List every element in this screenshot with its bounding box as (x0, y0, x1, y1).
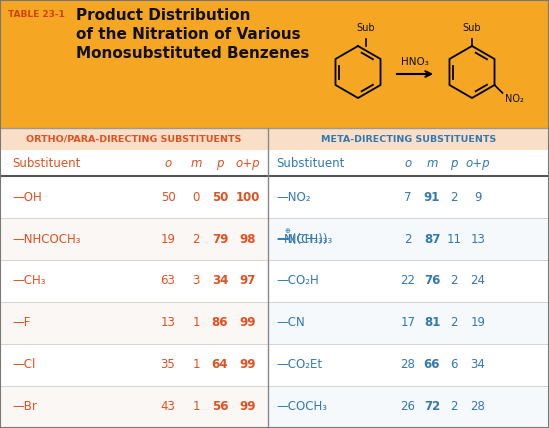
Bar (0, 128, 268, 150)
Bar (0, 176, 268, 218)
Bar (268, 176, 549, 218)
Text: —CN: —CN (276, 316, 305, 330)
Bar (0, 302, 268, 344)
Text: m: m (426, 157, 438, 169)
Bar (268, 218, 549, 260)
Text: —NHCOCH₃: —NHCOCH₃ (12, 232, 81, 246)
Text: —NO₂: —NO₂ (276, 190, 311, 203)
Text: 99: 99 (240, 316, 256, 330)
Text: 63: 63 (160, 274, 176, 288)
Text: 28: 28 (401, 359, 416, 372)
Text: —Cl: —Cl (12, 359, 35, 372)
Text: 86: 86 (212, 316, 228, 330)
Text: —OH: —OH (12, 190, 42, 203)
Text: —F: —F (12, 316, 30, 330)
Bar (268, 386, 549, 428)
Text: 11: 11 (446, 232, 462, 246)
Bar (0, 344, 268, 386)
Text: 2: 2 (450, 274, 458, 288)
Text: 35: 35 (161, 359, 175, 372)
Text: 2: 2 (450, 190, 458, 203)
Bar (0, 150, 549, 176)
Text: 34: 34 (470, 359, 485, 372)
Text: 81: 81 (424, 316, 440, 330)
Text: Substituent: Substituent (12, 157, 80, 169)
Text: 19: 19 (160, 232, 176, 246)
Text: 13: 13 (470, 232, 485, 246)
Text: 28: 28 (470, 401, 485, 413)
Bar (268, 344, 549, 386)
Text: 1: 1 (192, 401, 200, 413)
Text: 19: 19 (470, 316, 485, 330)
Text: Sub: Sub (463, 23, 481, 33)
Text: META-DIRECTING SUBSTITUENTS: META-DIRECTING SUBSTITUENTS (321, 134, 496, 143)
Bar (268, 302, 549, 344)
Text: 100: 100 (236, 190, 260, 203)
Text: 56: 56 (212, 401, 228, 413)
Text: 6: 6 (450, 359, 458, 372)
Bar (0, 0, 549, 128)
Text: 98: 98 (240, 232, 256, 246)
Text: 2: 2 (192, 232, 200, 246)
Text: 7: 7 (404, 190, 412, 203)
Bar (268, 128, 549, 150)
Text: o: o (164, 157, 172, 169)
Text: 43: 43 (160, 401, 176, 413)
Text: o+p: o+p (466, 157, 490, 169)
Text: 1: 1 (192, 316, 200, 330)
Bar (268, 260, 549, 302)
Text: 24: 24 (470, 274, 485, 288)
Text: 1: 1 (192, 359, 200, 372)
Text: —: — (276, 232, 288, 246)
Text: TABLE 23-1: TABLE 23-1 (8, 10, 65, 19)
Text: 22: 22 (401, 274, 416, 288)
Text: 3: 3 (192, 274, 200, 288)
Text: m: m (191, 157, 201, 169)
Text: —Br: —Br (12, 401, 37, 413)
Text: Substituent: Substituent (276, 157, 344, 169)
Text: N(CH₃)₃: N(CH₃)₃ (284, 232, 328, 246)
Text: p: p (216, 157, 224, 169)
Bar (0, 386, 268, 428)
Text: —CO₂H: —CO₂H (276, 274, 319, 288)
Text: 72: 72 (424, 401, 440, 413)
Bar (0, 260, 268, 302)
Text: —COCH₃: —COCH₃ (276, 401, 327, 413)
Text: o: o (405, 157, 412, 169)
Text: —N(CH₃)₃: —N(CH₃)₃ (276, 232, 332, 246)
Text: —CH₃: —CH₃ (12, 274, 46, 288)
Text: 79: 79 (212, 232, 228, 246)
Text: 50: 50 (212, 190, 228, 203)
Text: o+p: o+p (236, 157, 260, 169)
Text: 0: 0 (192, 190, 200, 203)
Text: 87: 87 (424, 232, 440, 246)
Text: 17: 17 (401, 316, 416, 330)
Text: ORTHO/PARA-DIRECTING SUBSTITUENTS: ORTHO/PARA-DIRECTING SUBSTITUENTS (26, 134, 242, 143)
Text: 34: 34 (212, 274, 228, 288)
Bar (0, 218, 268, 260)
Text: 64: 64 (212, 359, 228, 372)
Text: NO₂: NO₂ (505, 94, 523, 104)
Text: 26: 26 (401, 401, 416, 413)
Text: 9: 9 (474, 190, 482, 203)
Text: 66: 66 (424, 359, 440, 372)
Text: —CO₂Et: —CO₂Et (276, 359, 322, 372)
Text: 97: 97 (240, 274, 256, 288)
Text: 2: 2 (450, 401, 458, 413)
Text: 13: 13 (160, 316, 176, 330)
Text: 76: 76 (424, 274, 440, 288)
Text: 99: 99 (240, 359, 256, 372)
Text: 2: 2 (404, 232, 412, 246)
Text: 99: 99 (240, 401, 256, 413)
Text: p: p (450, 157, 458, 169)
Text: 50: 50 (161, 190, 175, 203)
Text: 91: 91 (424, 190, 440, 203)
Text: HNO₃: HNO₃ (401, 57, 429, 67)
Text: Sub: Sub (357, 23, 376, 33)
Text: Product Distribution
of the Nitration of Various
Monosubstituted Benzenes: Product Distribution of the Nitration of… (76, 8, 310, 61)
Text: 2: 2 (450, 316, 458, 330)
Text: ⊕: ⊕ (284, 228, 290, 234)
